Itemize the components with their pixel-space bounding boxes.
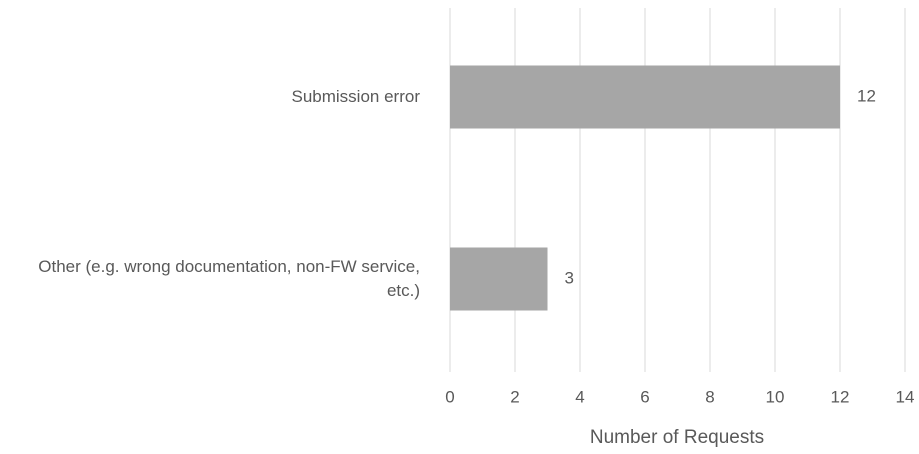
bar [450, 247, 548, 311]
x-tick-label: 8 [705, 387, 714, 406]
x-tick-label: 0 [445, 387, 454, 406]
x-tick-label: 4 [575, 387, 584, 406]
bar [450, 65, 840, 129]
x-tick-label: 14 [896, 387, 915, 406]
y-tick-label: Other (e.g. wrong documentation, non-FW … [38, 257, 420, 300]
x-tick-label: 12 [831, 387, 850, 406]
x-tick-label: 10 [766, 387, 785, 406]
y-tick-label: Submission error [291, 87, 421, 106]
data-label: 12 [857, 86, 876, 105]
x-tick-label: 2 [510, 387, 519, 406]
x-tick-label: 6 [640, 387, 649, 406]
x-axis-title: Number of Requests [590, 427, 764, 448]
data-label: 3 [565, 268, 574, 287]
